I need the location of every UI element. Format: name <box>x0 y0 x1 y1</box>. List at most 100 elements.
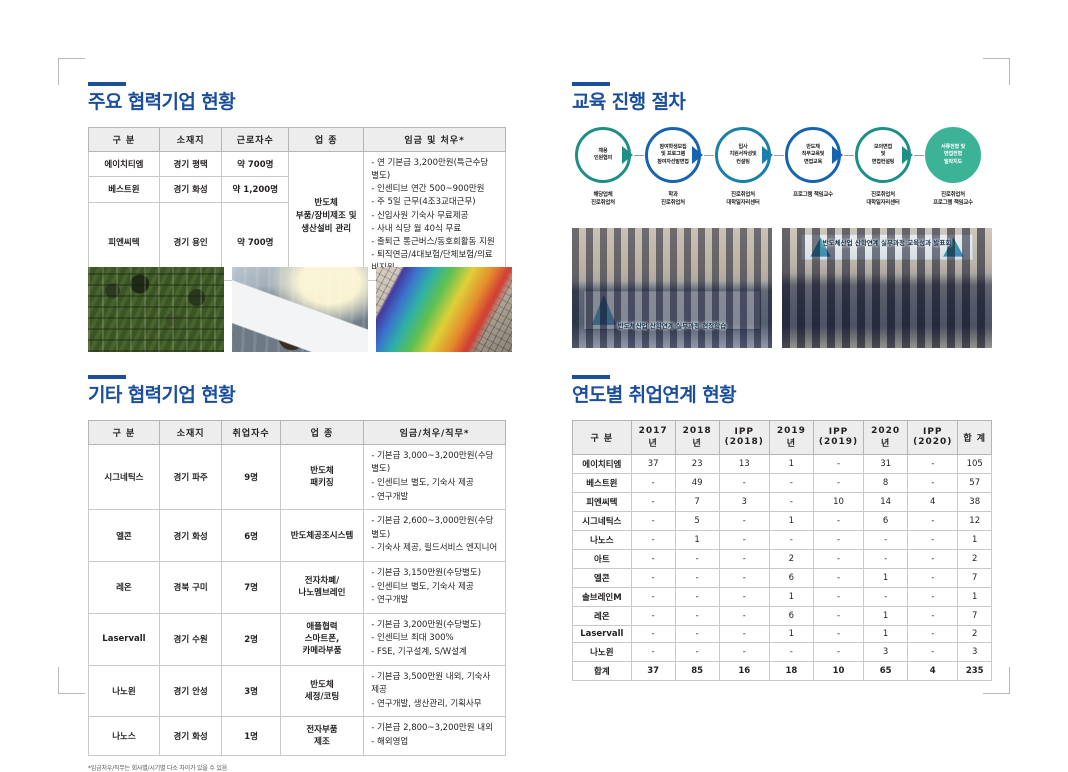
cell-location: 경기 수원 <box>158 612 223 666</box>
cell-location: 경기 안성 <box>158 664 223 718</box>
col-header-ipp-2020: IPP (2020) <box>907 419 959 455</box>
cell-count: - <box>630 605 676 626</box>
flow-step-6[interactable]: 서류전형 및 면접전형 밀착지도 진로취업처 프로그램 책임교수 <box>922 126 984 207</box>
col-header-2018: 2018년 <box>674 419 720 455</box>
cell-count: - <box>630 510 676 531</box>
cell-count: 10 <box>812 660 865 681</box>
cell-company-name: Laservall <box>88 612 160 666</box>
cell-count: - <box>718 510 770 531</box>
cell-count: 3 <box>718 491 770 512</box>
field-training-group-photo: 반도체산업 산학연계 실무과정 현장학습 <box>572 228 772 348</box>
flow-step-1-caption: 해당업체 진로취업처 <box>591 191 615 206</box>
flow-step-2[interactable]: 참여학생모집 및 프로그램 참여자선발면접 학과 진로취업처 <box>642 126 704 207</box>
cell-count: - <box>630 529 676 550</box>
cell-company-name: 에이치티엠 <box>572 453 632 474</box>
cell-hires: 1명 <box>221 716 281 756</box>
flow-arrow-icon <box>762 145 773 164</box>
col-header-category: 구 분 <box>88 126 160 152</box>
cell-count: - <box>812 510 865 531</box>
cell-count: - <box>812 605 865 626</box>
cell-count: 10 <box>812 491 865 512</box>
cell-industry: 반도체공조시스템 <box>279 509 365 563</box>
cell-company-name: 아트 <box>572 548 632 569</box>
col-header-workers: 근로자수 <box>221 126 290 152</box>
cell-company-name: 시그네틱스 <box>88 443 160 511</box>
cell-location: 경북 구미 <box>158 561 223 614</box>
cell-count: 31 <box>863 453 909 474</box>
cell-total: 12 <box>957 510 992 531</box>
table-row: 에이치티엠 경기 평택 약 700명 반도체 부품/장비제조 및 생산설비 관리… <box>88 150 506 282</box>
cell-count: - <box>907 472 959 493</box>
col-header-pay: 임금/처우/직무* <box>363 419 506 445</box>
table-header-row: 구 분 2017년 2018년 IPP (2018) 2019년 IPP (20… <box>572 419 992 455</box>
cell-hires: 9명 <box>221 443 281 511</box>
cell-count: - <box>674 586 720 607</box>
main-partners-table: 구 분 소재지 근로자수 업 종 임금 및 처우* 에이치티엠 경기 평택 약 … <box>88 126 506 282</box>
flow-step-1[interactable]: 채용 인원협의 해당업체 진로취업처 <box>572 126 634 207</box>
col-header-2019: 2019년 <box>768 419 814 455</box>
flow-step-3[interactable]: 입사 지원서작성및 컨설팅 진로취업처 대학일자리센터 <box>712 126 774 207</box>
cell-workers: 약 1,200명 <box>221 176 290 203</box>
flow-step-2-caption: 학과 진로취업처 <box>661 191 685 206</box>
cell-industry: 애플협력 스마트폰, 카메라부품 <box>279 612 365 666</box>
flow-step-1-bubble: 채용 인원협의 <box>575 126 633 183</box>
table-row: 시그네틱스 경기 파주 9명 반도체 패키징 - 기본급 3,000~3,200… <box>88 443 506 511</box>
cell-pay-details: - 기본급 2,800~3,200만원 내외 - 해외영업 <box>363 716 506 756</box>
cell-company-name: 베스트윈 <box>572 472 632 493</box>
table-row: 에이치티엠 37 23 13 1-31-105 <box>572 453 992 474</box>
education-flow-diagram: 채용 인원협의 해당업체 진로취업처 참여학생모집 및 프로그램 참여자선발면접… <box>572 126 992 213</box>
cell-count: 23 <box>674 453 720 474</box>
cell-count: - <box>907 624 959 643</box>
col-header-industry: 업 종 <box>279 419 365 445</box>
flow-step-3-caption: 진로취업처 대학일자리센터 <box>726 191 760 206</box>
table-row: 엘콘 - - -6-1-7 <box>572 567 992 588</box>
cell-count: 1 <box>768 624 814 643</box>
cell-total: 3 <box>957 641 992 662</box>
table-row: 나노윈 - - - - -3-3 <box>572 641 992 662</box>
flow-step-3-label: 입사 지원서작성및 컨설팅 <box>729 143 757 165</box>
cell-count: - <box>630 624 676 643</box>
col-header-ipp-2018: IPP (2018) <box>718 419 770 455</box>
table-row: 나노윈 경기 안성 3명 반도체 세정/코팅 - 기본급 3,500만원 내외,… <box>88 664 506 718</box>
cell-count: - <box>674 605 720 626</box>
cell-location: 경기 화성 <box>158 176 223 203</box>
flow-step-4[interactable]: 반도체 직무교육및 면접교육 프로그램 책임교수 <box>782 126 844 199</box>
cell-total: 2 <box>957 624 992 643</box>
col-header-total: 합 계 <box>957 419 992 455</box>
cell-count: - <box>812 624 865 643</box>
cell-company-name: 레온 <box>88 561 160 614</box>
cell-industry: 반도체 세정/코팅 <box>279 664 365 718</box>
cell-total: 7 <box>957 605 992 626</box>
cell-count: 2 <box>768 548 814 569</box>
table-row: 레온 경북 구미 7명 전자차폐/ 나노멤브레인 - 기본급 3,150만원(수… <box>88 561 506 614</box>
table-row: Laservall 경기 수원 2명 애플협력 스마트폰, 카메라부품 - 기본… <box>88 612 506 666</box>
cell-hires: 2명 <box>221 612 281 666</box>
cell-count: 37 <box>630 660 676 681</box>
cell-count: - <box>768 529 814 550</box>
col-header-category: 구 분 <box>572 419 632 455</box>
cell-count: 1 <box>768 453 814 474</box>
section-other-partners: 기타 협력기업 현황 구 분 소재지 취업자수 업 종 임금/처우/직무* 시그… <box>88 375 506 772</box>
cell-hires: 3명 <box>221 664 281 718</box>
flow-step-4-label: 반도체 직무교육및 면접교육 <box>801 143 825 165</box>
table-row: 베스트윈 경기 화성 약 1,200명 <box>88 176 506 203</box>
cell-count: - <box>718 641 770 662</box>
flow-arrow-icon <box>902 145 913 164</box>
cell-total: 57 <box>957 472 992 493</box>
cell-count: - <box>630 548 676 569</box>
cell-count: - <box>718 605 770 626</box>
cell-company-name: 나노스 <box>572 529 632 550</box>
cell-count: 6 <box>768 567 814 588</box>
flow-step-5[interactable]: 모의면접 및 면접컨설팅 진로취업처 대학일자리센터 <box>852 126 914 207</box>
results-presentation-group-photo: 반도체산업 산학연계 실무과정 교육성과 발표회 <box>782 228 992 348</box>
cell-count: 6 <box>768 605 814 626</box>
table-footnote: *임금처우/직무는 회사별/시기별 다소 차이가 있을 수 있음 <box>88 764 228 772</box>
cell-count: - <box>812 548 865 569</box>
flow-arrow-icon <box>692 145 703 164</box>
flow-step-5-caption: 진로취업처 대학일자리센터 <box>866 191 900 206</box>
cell-count: 1 <box>768 510 814 531</box>
cell-count: 6 <box>863 510 909 531</box>
table-row: 엘콘 경기 화성 6명 반도체공조시스템 - 기본급 2,600~3,000만원… <box>88 509 506 563</box>
cell-count: - <box>674 641 720 662</box>
cell-count: 7 <box>674 491 720 512</box>
